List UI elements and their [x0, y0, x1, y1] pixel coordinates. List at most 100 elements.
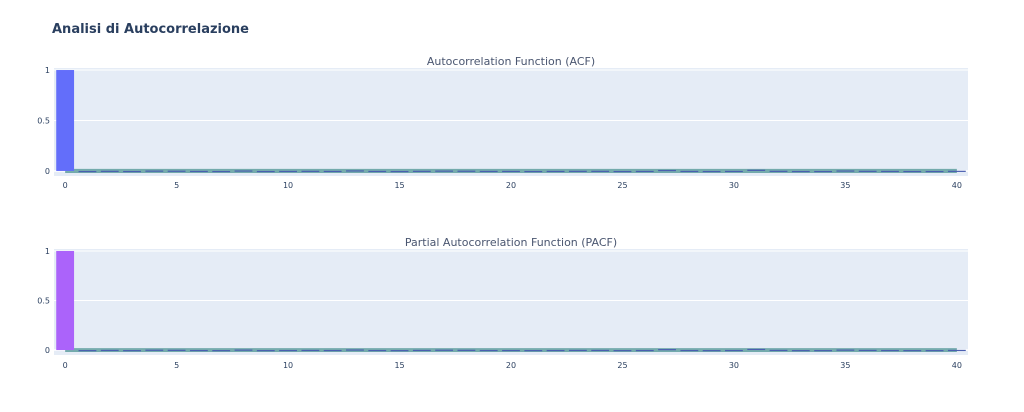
pacf-bar — [502, 349, 520, 352]
pacf-x-tick-label: 30 — [729, 361, 739, 370]
acf-bar — [836, 170, 855, 172]
pacf-bar — [613, 350, 632, 352]
acf-bar — [279, 170, 297, 173]
acf-x-tick-label: 5 — [174, 181, 179, 190]
pacf-bar — [78, 350, 97, 352]
acf-x-tick-label: 35 — [840, 181, 850, 190]
pacf-bar — [479, 349, 498, 352]
acf-bar — [167, 170, 186, 172]
pacf-x-tick-label: 35 — [840, 361, 850, 370]
acf-x-tick-label: 40 — [952, 181, 962, 190]
pacf-x-tick-label: 25 — [617, 361, 627, 370]
acf-bar — [925, 170, 944, 173]
acf-x-tick-label: 20 — [506, 181, 516, 190]
pacf-y-tick-label: 0 — [45, 346, 50, 355]
pacf-bar — [189, 349, 208, 352]
acf-bar — [479, 170, 498, 173]
pacf-x-tick-label: 20 — [506, 361, 516, 370]
acf-bar — [234, 170, 253, 172]
acf-bar — [947, 170, 966, 172]
acf-bar — [368, 170, 387, 173]
acf-bar — [256, 170, 275, 173]
pacf-chart-title: Partial Autocorrelation Function (PACF) — [405, 236, 617, 249]
acf-bar — [747, 169, 766, 171]
pacf-bar — [836, 349, 855, 351]
acf-bar — [725, 170, 743, 173]
acf-bar — [568, 170, 587, 172]
pacf-bar — [256, 350, 275, 352]
acf-bar — [524, 170, 543, 173]
acf-x-tick-label: 25 — [617, 181, 627, 190]
acf-bar — [769, 170, 788, 172]
acf-bar — [145, 170, 164, 172]
acf-x-tick-label: 0 — [63, 181, 68, 190]
acf-bar — [323, 170, 342, 173]
pacf-x-tick-label: 10 — [283, 361, 293, 370]
acf-bar — [546, 170, 565, 173]
acf-bar — [635, 170, 654, 173]
pacf-bar — [635, 349, 654, 352]
acf-x-tick-label: 15 — [394, 181, 404, 190]
figure-title: Analisi di Autocorrelazione — [52, 22, 249, 37]
acf-plot-area — [54, 68, 968, 176]
pacf-bar — [167, 349, 186, 351]
pacf-bar — [546, 349, 565, 352]
acf-bar — [613, 170, 632, 173]
pacf-x-tick-label: 0 — [63, 361, 68, 370]
pacf-bar — [56, 250, 75, 351]
pacf-bar — [323, 349, 342, 352]
pacf-x-tick-label: 5 — [174, 361, 179, 370]
pacf-bar — [412, 349, 431, 352]
acf-bar — [591, 170, 610, 172]
pacf-bar — [947, 349, 966, 352]
acf-bar — [435, 170, 454, 172]
pacf-bar — [279, 349, 297, 352]
pacf-bar — [568, 349, 587, 352]
pacf-bar — [524, 350, 543, 352]
pacf-bar — [591, 349, 610, 352]
acf-bar — [457, 170, 476, 172]
acf-bar — [212, 170, 231, 173]
pacf-bar — [435, 349, 454, 351]
pacf-bar — [702, 350, 721, 352]
pacf-bar — [769, 349, 788, 352]
pacf-bar — [925, 350, 944, 352]
pacf-bar — [903, 350, 922, 352]
pacf-bar — [145, 349, 164, 351]
pacf-y-tick-label: 1 — [45, 247, 50, 256]
acf-bar — [301, 170, 320, 172]
acf-x-tick-label: 10 — [283, 181, 293, 190]
pacf-bar — [212, 350, 231, 352]
acf-bar — [412, 170, 431, 172]
acf-bar — [680, 170, 699, 173]
acf-bar — [881, 170, 899, 173]
acf-bar — [56, 70, 75, 171]
pacf-bar — [301, 349, 320, 352]
pacf-bar — [390, 350, 409, 352]
pacf-bar — [234, 349, 253, 351]
pacf-x-tick-label: 15 — [394, 361, 404, 370]
acf-bar — [502, 170, 520, 173]
pacf-bar — [881, 349, 899, 352]
pacf-bar — [658, 349, 676, 351]
pacf-plot-area — [54, 249, 968, 355]
acf-bar — [189, 170, 208, 173]
pacf-y-tick-label: 0.5 — [37, 297, 50, 306]
acf-bar — [123, 170, 141, 173]
acf-bar — [903, 170, 922, 173]
acf-bar — [390, 170, 409, 173]
pacf-bar — [346, 349, 364, 351]
acf-bar — [858, 170, 877, 172]
pacf-bar — [858, 349, 877, 352]
pacf-bar — [123, 350, 141, 352]
pacf-bar — [814, 350, 833, 352]
acf-bar — [346, 170, 364, 172]
pacf-bar — [791, 350, 810, 352]
acf-bar — [814, 170, 833, 173]
pacf-bar — [680, 349, 699, 352]
pacf-bar — [368, 349, 387, 352]
